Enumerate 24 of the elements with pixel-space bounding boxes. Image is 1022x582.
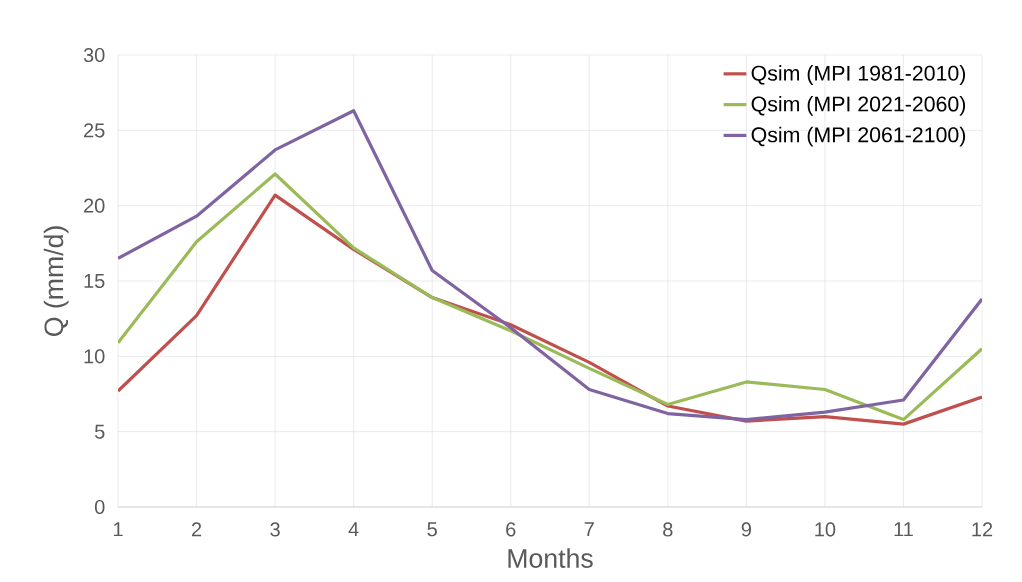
legend-label: Qsim (MPI 2021-2060)	[751, 95, 966, 116]
y-tick-label: 5	[94, 424, 105, 439]
y-tick-label: 25	[84, 123, 105, 138]
y-tick-label: 0	[94, 499, 105, 515]
x-tick-label: 11	[894, 522, 913, 537]
x-tick-label: 8	[663, 522, 673, 537]
x-tick-label: 10	[815, 522, 836, 537]
x-tick-label: 4	[348, 522, 359, 537]
x-tick-label: 5	[427, 522, 437, 537]
x-tick-label: 3	[270, 522, 280, 537]
y-tick-label: 10	[84, 349, 105, 364]
legend-label: Qsim (MPI 1981-2010)	[751, 65, 966, 85]
x-axis-title: Months	[508, 548, 593, 568]
x-tick-label: 9	[741, 522, 751, 537]
x-tick-label: 7	[584, 522, 594, 537]
x-tick-label: 6	[506, 522, 516, 537]
y-axis-title: Q (mm/d)	[43, 226, 69, 337]
y-tick-label: 20	[84, 198, 105, 213]
x-tick-label: 12	[972, 522, 993, 537]
legend-label: Qsim (MPI 2061-2100)	[751, 126, 966, 147]
x-tick-label: 1	[113, 522, 123, 537]
y-tick-label: 30	[83, 47, 105, 63]
x-tick-label: 2	[192, 522, 202, 537]
y-tick-label: 15	[84, 274, 105, 288]
